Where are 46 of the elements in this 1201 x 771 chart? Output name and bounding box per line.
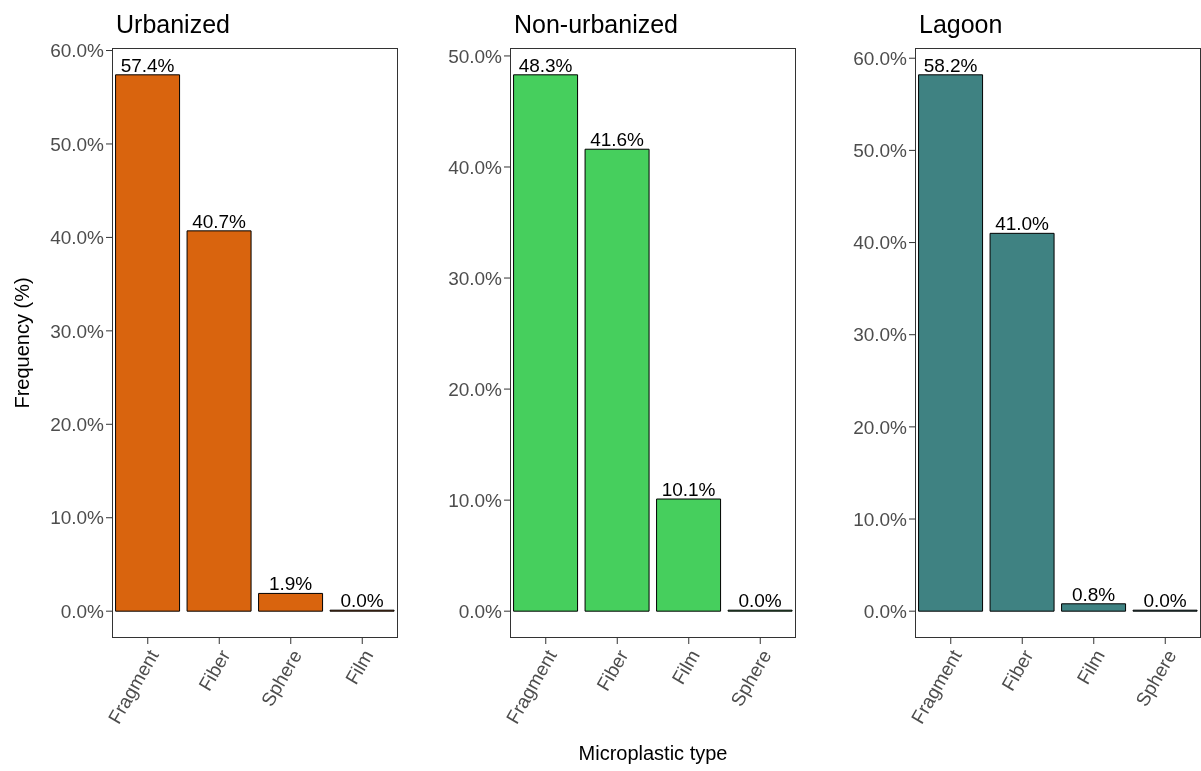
y-tick-label: 0.0% <box>863 600 908 622</box>
data-label: 0.0% <box>1143 590 1187 612</box>
data-label: 1.9% <box>268 573 313 595</box>
bar <box>186 230 252 612</box>
y-tick-label: 10.0% <box>853 508 908 530</box>
y-tick-label: 10.0% <box>448 489 503 511</box>
bar <box>918 74 984 612</box>
chart-title: Urbanized <box>116 10 230 39</box>
bar <box>584 148 650 612</box>
y-tick-label: 30.0% <box>448 267 503 289</box>
data-label: 57.4% <box>120 54 175 76</box>
y-tick-label: 50.0% <box>50 133 105 155</box>
bar <box>258 592 324 612</box>
data-label: 41.6% <box>590 129 645 151</box>
bar <box>989 232 1055 612</box>
y-tick-label: 20.0% <box>448 378 503 400</box>
data-label: 10.1% <box>661 479 716 501</box>
data-label: 0.8% <box>1071 583 1116 605</box>
y-tick-label: 0.0% <box>60 600 105 622</box>
y-axis-title: Frequency (%) <box>11 277 34 409</box>
data-label: 0.0% <box>738 590 782 612</box>
y-tick-label: 30.0% <box>50 320 105 342</box>
y-tick-label: 10.0% <box>50 507 105 529</box>
bar <box>115 74 181 612</box>
data-label: 41.0% <box>995 213 1050 235</box>
data-label: 58.2% <box>923 54 978 76</box>
bar <box>513 74 579 612</box>
y-tick-label: 20.0% <box>50 414 105 436</box>
y-tick-label: 0.0% <box>458 600 503 622</box>
y-tick-label: 50.0% <box>853 140 908 162</box>
data-label: 40.7% <box>192 210 247 232</box>
x-axis-title: Microplastic type <box>577 742 729 765</box>
y-tick-label: 20.0% <box>853 416 908 438</box>
y-tick-label: 40.0% <box>853 232 908 254</box>
y-tick-label: 50.0% <box>448 45 503 67</box>
chart-title: Lagoon <box>919 10 1003 39</box>
bar <box>1061 603 1127 612</box>
data-label: 48.3% <box>518 54 573 76</box>
y-tick-label: 60.0% <box>853 47 908 69</box>
chart-title: Non-urbanized <box>514 10 678 39</box>
y-tick-label: 30.0% <box>853 324 908 346</box>
data-label: 0.0% <box>340 590 384 612</box>
y-tick-label: 60.0% <box>50 40 105 62</box>
y-tick-label: 40.0% <box>50 227 105 249</box>
bar <box>656 498 722 612</box>
y-tick-label: 40.0% <box>448 156 503 178</box>
